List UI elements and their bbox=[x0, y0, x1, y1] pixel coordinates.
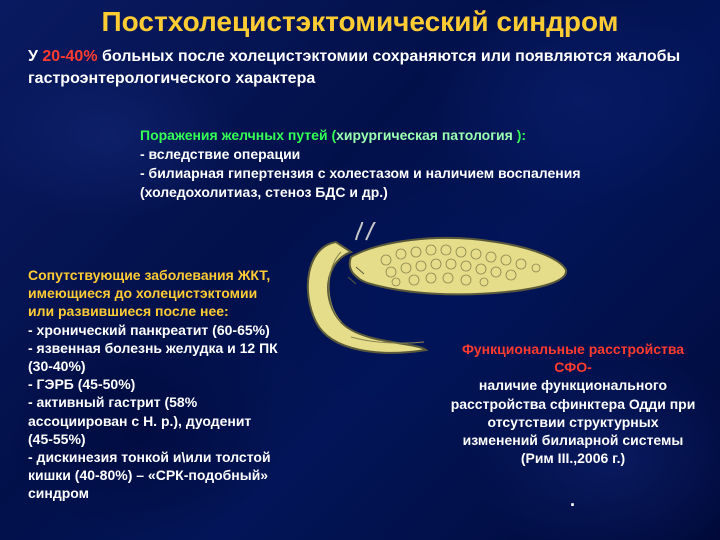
comorbid-block: Сопутствующие заболевания ЖКТ, имеющиеся… bbox=[28, 266, 278, 502]
slide-title: Постхолецистэктомический синдром bbox=[0, 6, 720, 38]
comorbid-item-4: - активный гастрит (58% ассоциирован с Н… bbox=[28, 394, 251, 446]
comorbid-item-1: - хронический панкреатит (60-65%) bbox=[28, 322, 270, 338]
surgical-line-2: - билиарная гипертензия с холестазом и н… bbox=[140, 165, 581, 200]
comorbid-head: Сопутствующие заболевания ЖКТ, имеющиеся… bbox=[28, 267, 270, 319]
slide: Постхолецистэктомический синдром У 20-40… bbox=[0, 0, 720, 540]
intro-prefix: У bbox=[28, 48, 42, 65]
surgical-block: Поражения желчных путей (хирургическая п… bbox=[140, 126, 600, 202]
intro-percent: 20-40% bbox=[42, 48, 97, 65]
functional-block: Функциональные расстройства СФО- наличие… bbox=[448, 340, 698, 467]
functional-ref: (Рим III.,2006 г.) bbox=[521, 450, 625, 466]
surgical-line-1: - вследствие операции bbox=[140, 146, 300, 162]
functional-body: наличие функционального расстройства сфи… bbox=[451, 377, 696, 448]
intro-text: У 20-40% больных после холецистэктомии с… bbox=[28, 46, 692, 91]
surgical-head-a: Поражения желчных путей ( bbox=[140, 127, 336, 143]
surgical-head-b: хирургическая патология bbox=[336, 127, 517, 143]
intro-rest: больных после холецистэктомии сохраняютс… bbox=[28, 48, 680, 87]
functional-head: Функциональные расстройства СФО- bbox=[462, 341, 684, 375]
comorbid-item-3: - ГЭРБ (45-50%) bbox=[28, 376, 135, 392]
surgical-head-c: ): bbox=[517, 127, 526, 143]
comorbid-item-5: - дискинезия тонкой и\или толстой кишки … bbox=[28, 449, 271, 501]
stray-dot: . bbox=[570, 490, 575, 511]
comorbid-item-2: - язвенная болезнь желудка и 12 ПК (30-4… bbox=[28, 340, 278, 374]
